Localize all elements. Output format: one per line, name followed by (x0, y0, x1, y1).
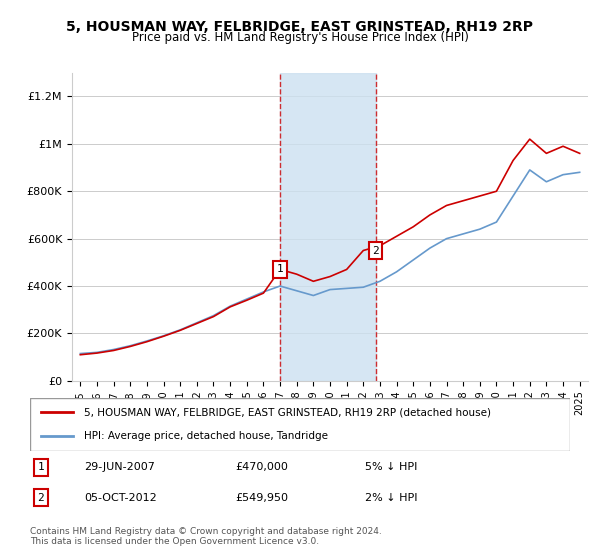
Text: 05-OCT-2012: 05-OCT-2012 (84, 493, 157, 503)
Text: £549,950: £549,950 (235, 493, 288, 503)
Text: 1: 1 (277, 264, 283, 274)
Text: £470,000: £470,000 (235, 463, 288, 473)
Text: 1: 1 (37, 463, 44, 473)
Bar (280, 73, 376, 381)
Text: 29-JUN-2007: 29-JUN-2007 (84, 463, 155, 473)
Text: Contains HM Land Registry data © Crown copyright and database right 2024.
This d: Contains HM Land Registry data © Crown c… (30, 526, 382, 546)
Text: Price paid vs. HM Land Registry's House Price Index (HPI): Price paid vs. HM Land Registry's House … (131, 31, 469, 44)
Text: 2% ↓ HPI: 2% ↓ HPI (365, 493, 418, 503)
FancyBboxPatch shape (30, 398, 570, 451)
Text: 5% ↓ HPI: 5% ↓ HPI (365, 463, 417, 473)
Text: 5, HOUSMAN WAY, FELBRIDGE, EAST GRINSTEAD, RH19 2RP (detached house): 5, HOUSMAN WAY, FELBRIDGE, EAST GRINSTEA… (84, 408, 491, 418)
Text: 5, HOUSMAN WAY, FELBRIDGE, EAST GRINSTEAD, RH19 2RP: 5, HOUSMAN WAY, FELBRIDGE, EAST GRINSTEA… (67, 20, 533, 34)
Text: 2: 2 (37, 493, 44, 503)
Text: HPI: Average price, detached house, Tandridge: HPI: Average price, detached house, Tand… (84, 431, 328, 441)
Text: 2: 2 (373, 245, 379, 255)
